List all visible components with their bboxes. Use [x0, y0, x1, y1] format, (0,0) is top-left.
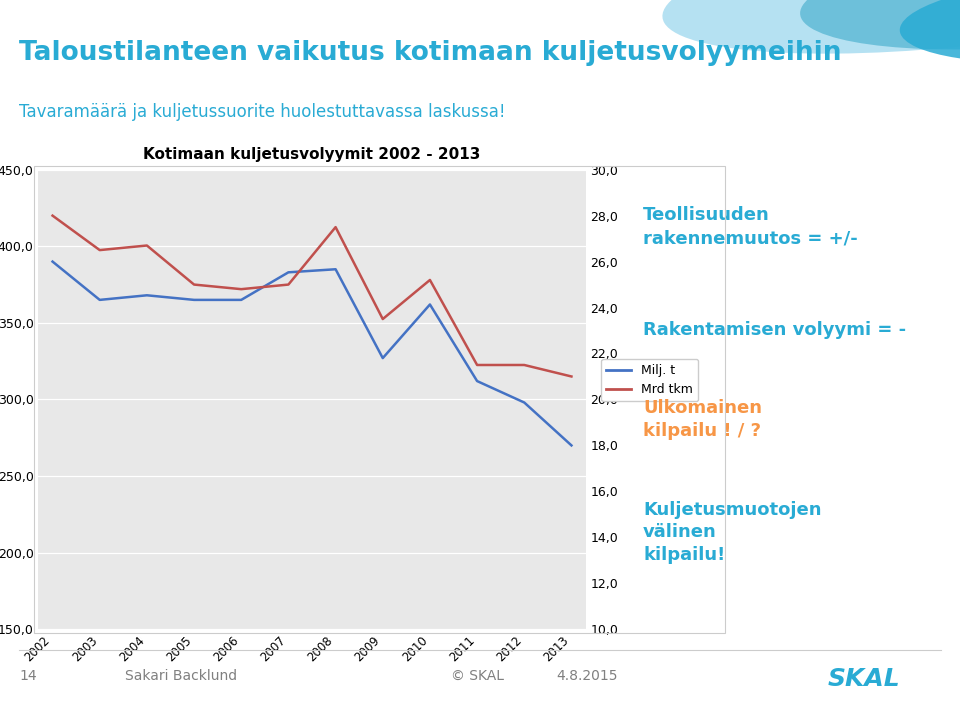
Legend: Milj. t, Mrd tkm: Milj. t, Mrd tkm: [602, 359, 698, 401]
Text: SKAL: SKAL: [828, 667, 900, 691]
Text: 14: 14: [19, 669, 36, 683]
Text: Sakari Backlund: Sakari Backlund: [125, 669, 237, 683]
Text: 4.8.2015: 4.8.2015: [557, 669, 618, 683]
Text: © SKAL: © SKAL: [451, 669, 504, 683]
Title: Kotimaan kuljetusvolyymit 2002 - 2013: Kotimaan kuljetusvolyymit 2002 - 2013: [143, 146, 481, 162]
Text: Tavaramäärä ja kuljetussuorite huolestuttavassa laskussa!: Tavaramäärä ja kuljetussuorite huolestut…: [19, 103, 506, 121]
Ellipse shape: [662, 0, 960, 54]
Text: Taloustilanteen vaikutus kotimaan kuljetusvolyymeihin: Taloustilanteen vaikutus kotimaan kuljet…: [19, 40, 842, 66]
Text: Ulkomainen
kilpailu ! / ?: Ulkomainen kilpailu ! / ?: [643, 399, 762, 440]
Text: Kuljetusmuotojen
välinen
kilpailu!: Kuljetusmuotojen välinen kilpailu!: [643, 501, 822, 564]
Text: Teollisuuden
rakennemuutos = +/-: Teollisuuden rakennemuutos = +/-: [643, 206, 858, 247]
Ellipse shape: [800, 0, 960, 49]
Ellipse shape: [900, 0, 960, 63]
Text: Rakentamisen volyymi = -: Rakentamisen volyymi = -: [643, 321, 906, 339]
